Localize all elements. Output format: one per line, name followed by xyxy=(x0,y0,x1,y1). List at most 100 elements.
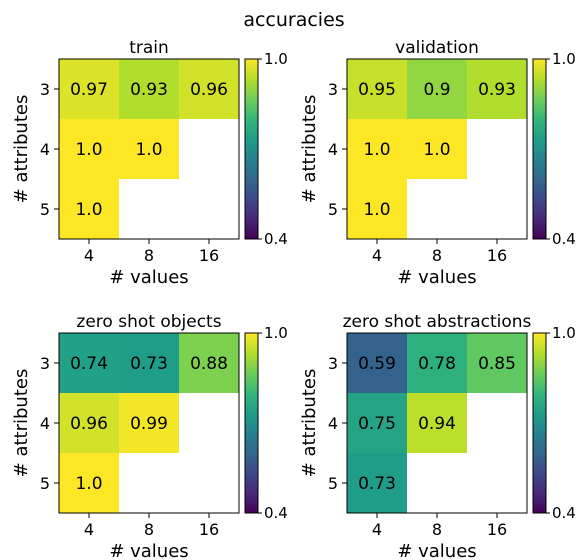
y-tick-label: 3 xyxy=(40,354,50,373)
colorbar-frame xyxy=(244,58,259,240)
panel-title: zero shot objects xyxy=(76,312,221,332)
y-axis-label: # attributes xyxy=(299,95,320,204)
colorbar xyxy=(245,59,258,239)
y-axis-label: # attributes xyxy=(11,369,32,478)
cell-value-label: 0.93 xyxy=(130,80,168,100)
x-tick-label: 16 xyxy=(487,246,507,265)
cell-value-label: 1.0 xyxy=(75,140,102,160)
x-tick-label: 4 xyxy=(372,246,382,265)
heatmap-panel-2: 0.95 0.9 0.93 1.0 1.0 1.0 validation 4 8 16 # valu… xyxy=(299,38,576,288)
cell-value-label: 0.96 xyxy=(70,414,108,434)
cell-value-label: 0.95 xyxy=(358,80,396,100)
cell-value-label: 1.0 xyxy=(75,200,102,220)
x-axis-label: # values xyxy=(109,541,188,560)
y-tick-label: 5 xyxy=(328,474,338,493)
x-tick-label: 8 xyxy=(144,520,154,539)
heatmap-cell xyxy=(407,59,467,119)
x-axis-label: # values xyxy=(397,541,476,560)
heatmap-cell xyxy=(347,333,407,393)
x-tick-label: 4 xyxy=(372,520,382,539)
heatmap-cell xyxy=(467,59,527,119)
heatmap-cell xyxy=(119,393,179,453)
colorbar-tick-label: 0.4 xyxy=(552,504,576,522)
y-axis-label: # attributes xyxy=(299,369,320,478)
cell-value-label: 1.0 xyxy=(75,474,102,494)
cell-value-label: 0.74 xyxy=(70,354,108,374)
heatmap-cell xyxy=(119,59,179,119)
y-tick-label: 4 xyxy=(40,414,50,433)
cell-value-label: 0.88 xyxy=(190,354,228,374)
x-tick-label: 8 xyxy=(144,246,154,265)
y-tick-label: 4 xyxy=(328,140,338,159)
y-tick-label: 5 xyxy=(40,474,50,493)
heatmap-cell xyxy=(179,59,239,119)
x-tick-label: 16 xyxy=(199,520,219,539)
x-axis-label: # values xyxy=(397,267,476,288)
y-tick-label: 3 xyxy=(40,80,50,99)
y-tick-label: 3 xyxy=(328,354,338,373)
cell-value-label: 0.94 xyxy=(418,414,456,434)
colorbar-tick-label: 1.0 xyxy=(552,324,576,342)
heatmap-cell xyxy=(467,333,527,393)
cell-value-label: 0.75 xyxy=(358,414,396,434)
heatmap-cell xyxy=(59,333,119,393)
colorbar-tick-label: 1.0 xyxy=(552,50,576,68)
colorbar-frame xyxy=(532,58,547,240)
heatmap-cell xyxy=(59,59,119,119)
panel-title: train xyxy=(129,38,169,58)
heatmap-panel-4: 0.59 0.78 0.85 0.75 0.94 0.73 zero shot abstra… xyxy=(299,312,576,560)
cell-value-label: 0.73 xyxy=(358,474,396,494)
heatmap-cell xyxy=(347,453,407,513)
figure-title: accuracies xyxy=(243,9,344,31)
x-tick-label: 4 xyxy=(84,520,94,539)
cell-value-label: 0.96 xyxy=(190,80,228,100)
heatmap-cell xyxy=(407,393,467,453)
colorbar xyxy=(533,59,546,239)
heatmap-cell xyxy=(59,453,119,513)
y-tick-label: 4 xyxy=(328,414,338,433)
cell-value-label: 0.97 xyxy=(70,80,108,100)
colorbar-frame xyxy=(244,332,259,514)
cell-value-label: 0.59 xyxy=(358,354,396,374)
x-tick-label: 4 xyxy=(84,246,94,265)
colorbar xyxy=(533,333,546,513)
x-axis-label: # values xyxy=(109,267,188,288)
heatmap-cell xyxy=(407,333,467,393)
x-tick-label: 8 xyxy=(432,246,442,265)
y-axis-label: # attributes xyxy=(11,95,32,204)
panel-title: zero shot abstractions xyxy=(343,312,532,332)
heatmap-cell xyxy=(347,179,407,239)
panel-title: validation xyxy=(395,38,479,58)
colorbar-frame xyxy=(532,332,547,514)
y-tick-label: 4 xyxy=(40,140,50,159)
cell-value-label: 0.9 xyxy=(423,80,450,100)
colorbar-tick-label: 0.4 xyxy=(264,504,288,522)
cell-value-label: 1.0 xyxy=(363,200,390,220)
y-tick-label: 5 xyxy=(40,200,50,219)
colorbar-tick-label: 1.0 xyxy=(264,324,288,342)
colorbar-tick-label: 1.0 xyxy=(264,50,288,68)
cell-value-label: 1.0 xyxy=(363,140,390,160)
heatmap-panel-1: 0.97 0.93 0.96 1.0 1.0 1.0 train 4 8 16 # values 3 4… xyxy=(11,38,288,288)
x-tick-label: 16 xyxy=(487,520,507,539)
y-tick-label: 3 xyxy=(328,80,338,99)
y-tick-label: 5 xyxy=(328,200,338,219)
heatmap-cell xyxy=(59,179,119,239)
heatmap-cell xyxy=(59,393,119,453)
heatmap-cell xyxy=(347,393,407,453)
cell-value-label: 0.99 xyxy=(130,414,168,434)
colorbar xyxy=(245,333,258,513)
cell-value-label: 0.93 xyxy=(478,80,516,100)
x-tick-label: 16 xyxy=(199,246,219,265)
heatmap-cell xyxy=(179,333,239,393)
colorbar-tick-label: 0.4 xyxy=(552,230,576,248)
heatmap-cell xyxy=(119,119,179,179)
heatmap-cell xyxy=(119,333,179,393)
x-tick-label: 8 xyxy=(432,520,442,539)
heatmap-cell xyxy=(59,119,119,179)
heatmap-panel-3: 0.74 0.73 0.88 0.96 0.99 1.0 zero shot objects… xyxy=(11,312,288,560)
cell-value-label: 0.78 xyxy=(418,354,456,374)
cell-value-label: 1.0 xyxy=(423,140,450,160)
cell-value-label: 1.0 xyxy=(135,140,162,160)
